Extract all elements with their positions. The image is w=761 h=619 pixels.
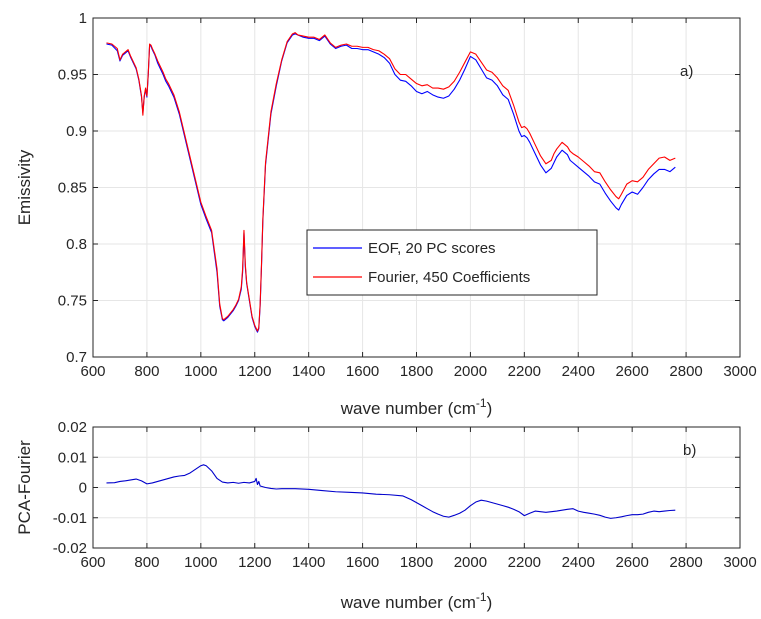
legend-entry-eof: EOF, 20 PC scores [368, 240, 496, 257]
x-tick-label: 2800 [669, 554, 702, 571]
x-tick-label: 1800 [400, 363, 433, 380]
y-tick-label: 0.9 [66, 123, 87, 140]
x-tick-label: 1000 [184, 363, 217, 380]
x-tick-label: 1600 [346, 363, 379, 380]
x-label-unit: (cm [448, 399, 476, 418]
panel-a-y-axis-label: Emissivity [15, 149, 34, 225]
x-tick-label: 2200 [508, 554, 541, 571]
panel-a-x-axis-label: wave number (cm-1) [340, 396, 492, 418]
x-tick-label: 600 [80, 363, 105, 380]
x-label-unit: (cm [448, 593, 476, 612]
series-line-eof [106, 33, 676, 333]
x-tick-label: 1200 [238, 554, 271, 571]
panel-b-x-axis-label: wave number (cm-1) [340, 590, 492, 612]
x-label-unit-close: ) [487, 399, 493, 418]
series-line-diff [106, 464, 676, 519]
y-tick-label: 0.02 [58, 419, 87, 436]
x-tick-label: 2800 [669, 363, 702, 380]
panel-b-x-ticks: 600 800 1000 1200 1400 1600 1800 2000 2200 2400 26… [80, 427, 757, 571]
panel-b-label: b) [683, 442, 696, 459]
x-tick-label: 1600 [346, 554, 379, 571]
x-tick-label: 1200 [238, 363, 271, 380]
panel-a-series [106, 32, 676, 333]
x-tick-label: 3000 [723, 363, 756, 380]
x-tick-label: 1000 [184, 554, 217, 571]
y-tick-label: 0.7 [66, 349, 87, 366]
x-tick-label: 2600 [615, 554, 648, 571]
series-line-fourier [106, 32, 676, 332]
panel-b-y-axis-label: PCA-Fourier [15, 440, 34, 535]
x-label-exponent: -1 [476, 396, 487, 410]
panel-b-difference: 600 800 1000 1200 1400 1600 1800 2000 2200 2400 26… [15, 419, 757, 612]
legend: EOF, 20 PC scores Fourier, 450 Coefficie… [306, 229, 598, 296]
legend-entry-fourier: Fourier, 450 Coefficients [368, 269, 530, 286]
panel-b-series [106, 464, 676, 519]
panel-b-grid [92, 426, 741, 549]
x-label-exponent: -1 [476, 590, 487, 604]
panel-a-label: a) [680, 63, 693, 80]
x-tick-label: 800 [134, 554, 159, 571]
x-tick-label: 1400 [292, 554, 325, 571]
y-tick-label: -0.02 [53, 540, 87, 557]
y-tick-label: 1 [79, 10, 87, 27]
panel-a-y-ticks: 0.7 0.75 0.8 0.85 0.9 0.95 1 [58, 10, 740, 366]
x-tick-label: 2400 [562, 554, 595, 571]
x-tick-label: 1400 [292, 363, 325, 380]
y-tick-label: 0.95 [58, 67, 87, 84]
x-tick-label: 2600 [615, 363, 648, 380]
x-tick-label: 2000 [454, 554, 487, 571]
y-tick-label: 0.8 [66, 236, 87, 253]
legend-box [306, 229, 598, 296]
y-tick-label: 0 [79, 480, 87, 497]
y-tick-label: 0.85 [58, 180, 87, 197]
x-tick-label: 800 [134, 363, 159, 380]
panel-b-y-ticks: -0.02 -0.01 0 0.01 0.02 [53, 419, 740, 557]
y-tick-label: 0.01 [58, 449, 87, 466]
y-tick-label: -0.01 [53, 510, 87, 527]
y-tick-label: 0.75 [58, 293, 87, 310]
x-label-text: wave number [340, 399, 443, 418]
x-tick-label: 2200 [508, 363, 541, 380]
x-tick-label: 2000 [454, 363, 487, 380]
x-tick-label: 3000 [723, 554, 756, 571]
x-tick-label: 600 [80, 554, 105, 571]
panel-a-emissivity: 600 800 1000 1200 1400 1600 1800 2000 2200 2400 26… [15, 10, 757, 418]
x-label-unit-close: ) [487, 593, 493, 612]
panel-a-x-ticks: 600 800 1000 1200 1400 1600 1800 2000 2200 2400 26… [80, 18, 757, 380]
x-label-text: wave number [340, 593, 443, 612]
x-tick-label: 2400 [562, 363, 595, 380]
x-tick-label: 1800 [400, 554, 433, 571]
